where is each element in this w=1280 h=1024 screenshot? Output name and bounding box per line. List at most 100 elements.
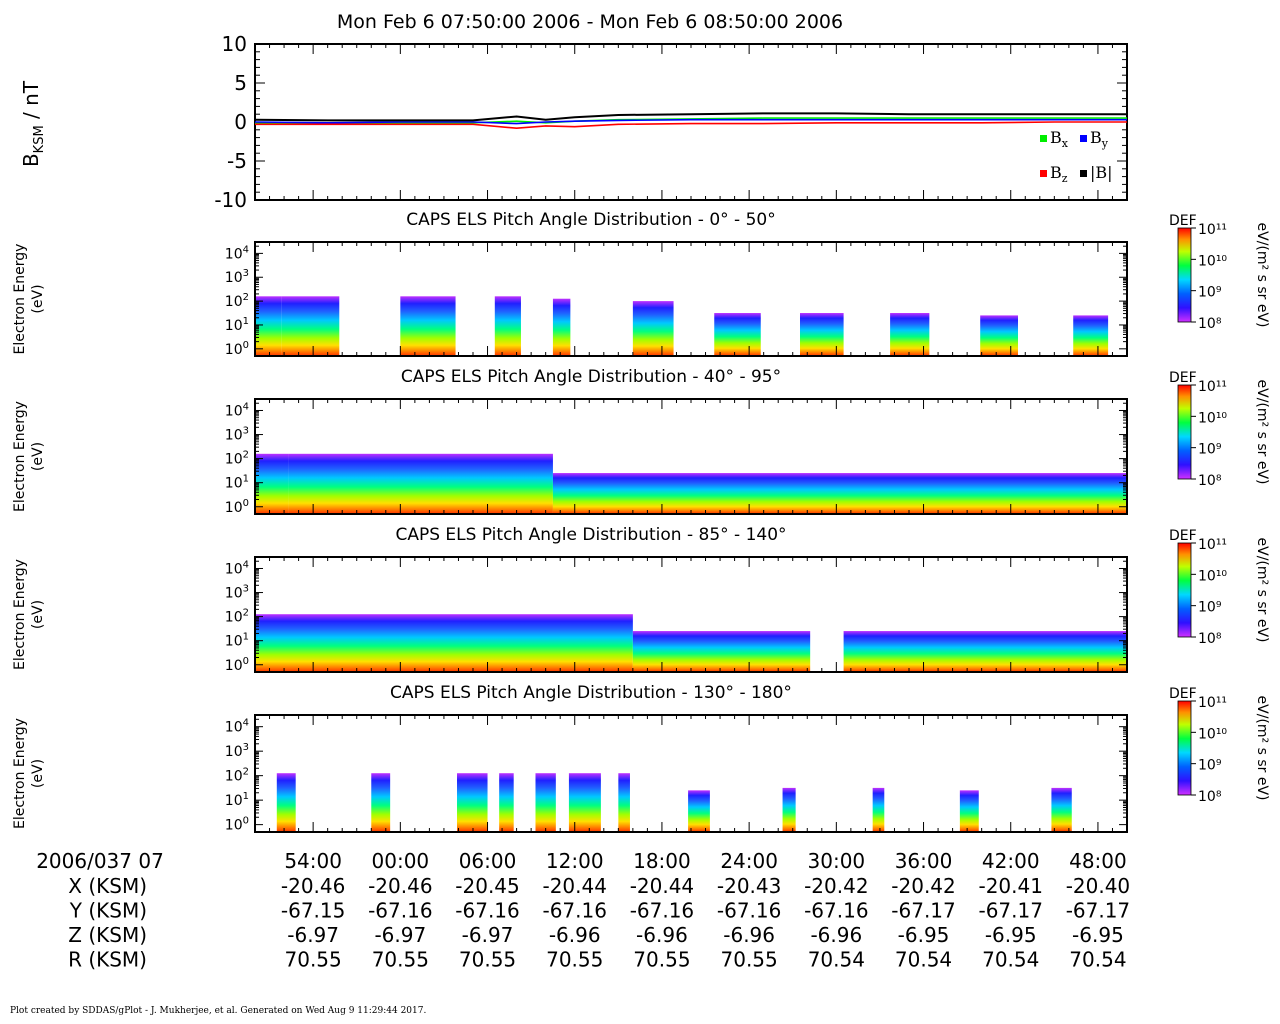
ephemeris-value: -67.17 <box>1066 899 1130 923</box>
colorbar <box>1177 384 1192 480</box>
ephemeris-value: 70.55 <box>546 948 603 972</box>
xtick-label: 54:00 <box>284 849 342 873</box>
ephemeris-value: -67.15 <box>281 899 345 923</box>
ytick-label: -5 <box>227 149 247 173</box>
spectrogram-block <box>890 313 930 356</box>
ephemeris-value: -6.95 <box>985 923 1037 947</box>
spectrogram-block <box>499 773 514 832</box>
colorbar-tick-label: 10¹¹ <box>1198 222 1227 238</box>
ephemeris-value: -67.16 <box>804 899 868 923</box>
spectrogram-block <box>276 773 296 832</box>
ephemeris-value: -20.43 <box>717 874 781 898</box>
ytick-label: 104 <box>225 718 249 736</box>
ephemeris-label: Z (KSM) <box>68 923 147 947</box>
spectrogram-block <box>714 313 761 356</box>
ephemeris-value: -20.41 <box>978 874 1042 898</box>
spectrogram-block <box>288 453 553 514</box>
ephemeris-table: X (KSM) -20.46 -20.46 -20.45 -20.44 -20.44 -20… <box>68 874 1130 972</box>
ytick-label: 0 <box>234 110 247 134</box>
ytick-label: 10 <box>222 32 247 56</box>
ephemeris-value: 70.54 <box>982 948 1039 972</box>
colorbar-tick-label: 10⁸ <box>1198 789 1222 805</box>
ephemeris-value: 70.54 <box>895 948 952 972</box>
ephemeris-value: 70.55 <box>633 948 690 972</box>
spectrogram-title: CAPS ELS Pitch Angle Distribution - 85° … <box>395 525 786 545</box>
ephemeris-value: -67.16 <box>542 899 606 923</box>
colorbar-tick-label: 10¹⁰ <box>1198 253 1227 269</box>
xtick-label: 18:00 <box>633 849 691 873</box>
spectrogram-block <box>691 473 1127 514</box>
ephemeris-value: -20.44 <box>630 874 694 898</box>
colorbar-label: DEF <box>1169 686 1197 702</box>
colorbar-tick-label: 10⁹ <box>1198 285 1222 301</box>
spectrogram-block <box>843 631 1127 672</box>
colorbar-tick-label: 10¹¹ <box>1198 379 1227 395</box>
xtick-label: 42:00 <box>982 849 1040 873</box>
series-line-By <box>254 118 1127 125</box>
ytick-label: 101 <box>225 632 249 650</box>
ephemeris-value: -67.16 <box>717 899 781 923</box>
spectrogram-ylabel-unit: (eV) <box>30 600 46 629</box>
spectrogram-block <box>872 787 885 832</box>
ephemeris-value: -67.17 <box>978 899 1042 923</box>
colorbar <box>1177 700 1192 796</box>
ephemeris-value: -67.16 <box>368 899 432 923</box>
spectrogram-block <box>688 790 710 832</box>
ephemeris-value: -6.96 <box>549 923 601 947</box>
colorbar-label: DEF <box>1169 213 1197 229</box>
spectrogram-block <box>782 787 796 832</box>
ytick-label: 100 <box>225 816 249 834</box>
spectrogram-block <box>255 614 633 672</box>
spectrogram-block <box>1073 315 1109 356</box>
ephemeris-value: -20.44 <box>542 874 606 898</box>
ephemeris-label: Y (KSM) <box>69 899 147 923</box>
legend-label: Bx <box>1050 128 1069 150</box>
ytick-label: 102 <box>225 450 249 468</box>
spectrogram-block <box>980 315 1018 356</box>
colorbar-tick-label: 10⁹ <box>1198 600 1222 616</box>
ytick-label: -10 <box>214 188 247 212</box>
ephemeris-value: -20.46 <box>368 874 432 898</box>
colorbar-tick-label: 10⁸ <box>1198 473 1222 489</box>
spectrogram-block <box>281 296 340 356</box>
ephemeris-value: -67.16 <box>630 899 694 923</box>
colorbar-unit: eV/(m² s sr eV) <box>1254 380 1270 485</box>
ytick-label: 104 <box>225 559 249 577</box>
colorbar-tick-label: 10⁸ <box>1198 631 1222 647</box>
spectrogram-block <box>959 790 979 832</box>
plot-title: Mon Feb 6 07:50:00 2006 - Mon Feb 6 08:5… <box>337 11 843 33</box>
legend-label: |B| <box>1090 163 1113 182</box>
spectrogram-title: CAPS ELS Pitch Angle Distribution - 130°… <box>390 683 792 703</box>
spectrogram-ylabel: Electron Energy <box>12 401 28 512</box>
spectrogram-block <box>1051 787 1072 832</box>
ytick-label: 100 <box>225 340 249 358</box>
colorbar-unit: eV/(m² s sr eV) <box>1254 223 1270 328</box>
ytick-label: 100 <box>225 656 249 674</box>
ytick-label: 5 <box>234 71 247 95</box>
ytick-label: 100 <box>225 498 249 516</box>
spectrogram-block <box>552 473 691 514</box>
colorbar-tick-label: 10⁹ <box>1198 758 1222 774</box>
spectrogram-block <box>568 773 601 832</box>
ytick-label: 103 <box>225 742 249 760</box>
ephemeris-value: -6.95 <box>898 923 950 947</box>
ytick-label: 103 <box>225 426 249 444</box>
ytick-label: 101 <box>225 791 249 809</box>
spectrogram-ylabel-unit: (eV) <box>30 442 46 471</box>
colorbar-tick-label: 10¹⁰ <box>1198 726 1227 742</box>
xtick-label: 36:00 <box>895 849 953 873</box>
ytick-label: 103 <box>225 268 249 286</box>
ephemeris-value: -6.96 <box>810 923 862 947</box>
spectrogram-block <box>632 301 674 356</box>
footer-credit: Plot created by SDDAS/gPlot - J. Mukherj… <box>10 1006 427 1016</box>
legend-swatch <box>1040 135 1047 142</box>
legend-swatch <box>1040 170 1047 177</box>
ephemeris-value: -20.42 <box>891 874 955 898</box>
colorbar <box>1177 227 1192 323</box>
spectrogram-ylabel: Electron Energy <box>12 559 28 670</box>
spectrogram-ylabel-unit: (eV) <box>30 759 46 788</box>
colorbar <box>1177 542 1192 638</box>
ephemeris-value: 70.55 <box>459 948 516 972</box>
time-axis: 2006/037 07 54:00 00:00 06:00 12:00 18:00 24:0… <box>36 44 1128 873</box>
